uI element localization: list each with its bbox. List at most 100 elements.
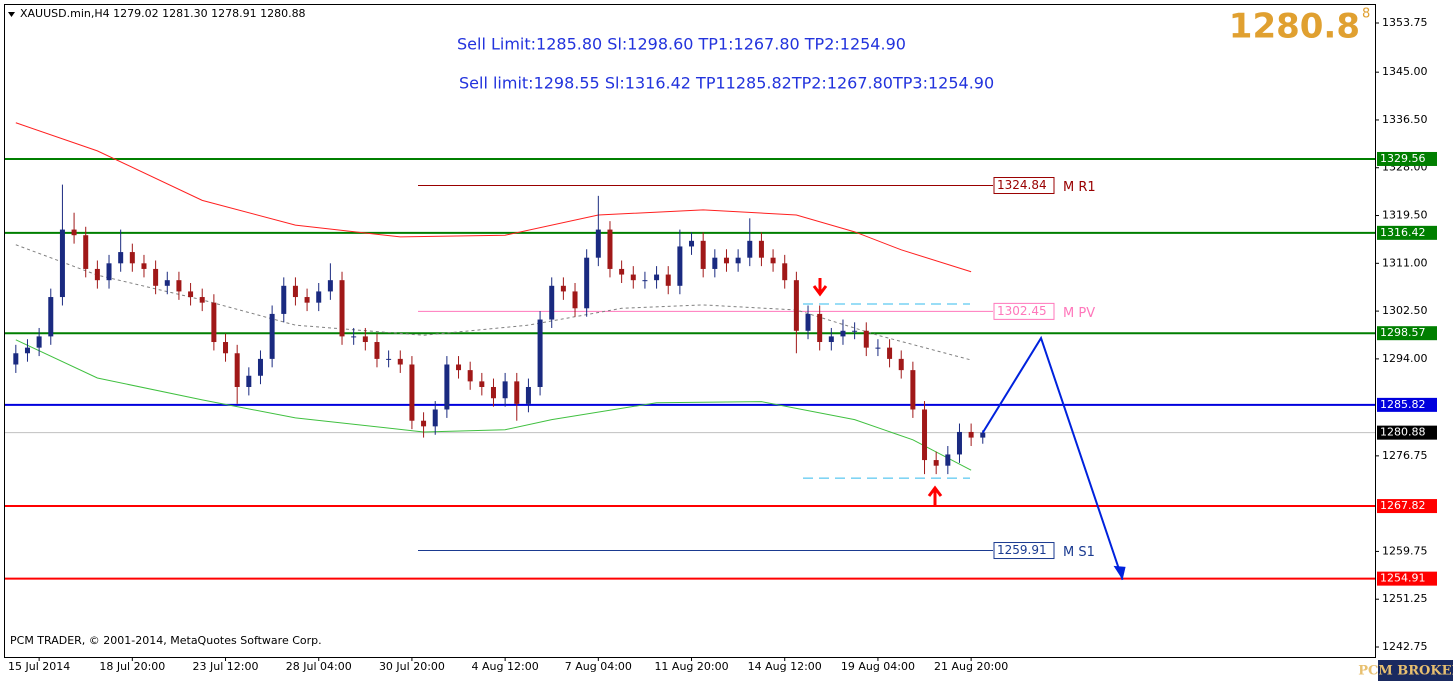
candle-body: [630, 274, 636, 281]
x-tick-label: 4 Aug 12:00: [472, 660, 539, 673]
level-label-bg: [1377, 225, 1437, 240]
level-label: 1285.82: [1380, 398, 1426, 411]
candle-body: [199, 297, 205, 303]
x-tick-label: 28 Jul 04:00: [286, 660, 352, 673]
candle-body: [456, 364, 462, 371]
x-tick-label: 11 Aug 20:00: [654, 660, 728, 673]
level-label: 1267.82: [1380, 499, 1426, 512]
level-label-bg: [1377, 571, 1437, 586]
candle-body: [770, 257, 776, 264]
level-label: 1298.57: [1380, 326, 1426, 339]
candle-body: [619, 268, 625, 275]
candle-body: [782, 263, 788, 281]
chart-title: XAUUSD.min,H4 1279.02 1281.30 1278.91 12…: [20, 7, 306, 20]
candle-body: [910, 370, 916, 410]
pivot-box: [993, 542, 1055, 560]
candle-body: [956, 431, 962, 455]
candle-body: [444, 364, 450, 410]
moving-average: [15, 339, 972, 471]
pivot-name: M R1: [1063, 180, 1096, 195]
candle-body: [211, 302, 217, 343]
candle-body: [48, 297, 54, 337]
menu-triangle: [8, 12, 15, 17]
big-price: 1280.8: [1229, 7, 1360, 47]
candle-body: [572, 291, 578, 309]
y-tick-label: 1345.00: [1382, 65, 1428, 78]
candle-body: [922, 409, 928, 461]
candle-body: [735, 257, 741, 264]
pivot-value: 1302.45: [997, 304, 1047, 318]
candle-body: [106, 263, 112, 281]
annotation: Sell limit:1298.55 Sl:1316.42 TP11285.82…: [459, 74, 994, 93]
candle-body: [502, 381, 508, 399]
candle-body: [863, 330, 869, 348]
candle-body: [223, 342, 229, 354]
candle-body: [677, 246, 683, 286]
plot-frame: [4, 4, 1376, 658]
candle-body: [642, 280, 648, 282]
copyright: PCM TRADER, © 2001-2014, MetaQuotes Soft…: [10, 634, 322, 647]
candle-body: [153, 268, 159, 286]
candle-body: [83, 235, 89, 269]
y-tick-label: 1319.50: [1382, 209, 1428, 222]
y-tick-label: 1353.75: [1382, 16, 1428, 29]
y-tick-label: 1251.25: [1382, 592, 1428, 605]
x-tick-label: 19 Aug 04:00: [841, 660, 915, 673]
candle-body: [71, 229, 77, 236]
candle-body: [689, 240, 695, 247]
candle-body: [700, 240, 706, 269]
candle-body: [607, 229, 613, 269]
candle-body: [968, 431, 974, 438]
candle-body: [176, 280, 182, 292]
y-tick-label: 1259.75: [1382, 544, 1428, 557]
moving-average: [15, 122, 972, 273]
candle-body: [665, 274, 671, 286]
candle-body: [793, 280, 799, 331]
candle-body: [362, 336, 368, 343]
candle-body: [234, 353, 240, 387]
candle-body: [560, 285, 566, 292]
candle-body: [246, 375, 252, 387]
level-label-bg: [1377, 499, 1437, 514]
candle-body: [432, 409, 438, 427]
candle-body: [327, 280, 333, 292]
candle-body: [141, 263, 147, 269]
candle-body: [94, 268, 100, 281]
candle-body: [164, 280, 170, 286]
candle-body: [514, 381, 520, 404]
candle-body: [292, 285, 298, 298]
candle-body: [397, 358, 403, 365]
candle-body: [13, 353, 19, 365]
y-tick-label: 1276.75: [1382, 449, 1428, 462]
down-arrow: [812, 278, 828, 297]
candle-body: [409, 364, 415, 421]
candle-body: [421, 420, 427, 427]
candle-body: [898, 358, 904, 371]
candle-body: [852, 330, 858, 332]
level-label-bg: [1377, 326, 1437, 341]
projection-line: [981, 335, 1124, 581]
pivot-name: M PV: [1063, 306, 1095, 321]
pivot-value: 1259.91: [997, 543, 1047, 557]
candle-body: [479, 381, 485, 387]
level-label-bg: [1377, 397, 1437, 412]
level-label: 1329.56: [1380, 152, 1426, 165]
candle-body: [339, 280, 345, 337]
logo: PCM BROKERS: [1358, 664, 1453, 679]
level-label: 1316.42: [1380, 226, 1426, 239]
candle-body: [712, 257, 718, 269]
candle-body: [59, 229, 65, 298]
x-tick-label: 18 Jul 20:00: [99, 660, 165, 673]
x-tick-label: 15 Jul 2014: [8, 660, 70, 673]
candle-body: [374, 342, 380, 359]
candle-body: [584, 257, 590, 309]
pivot-box: [993, 177, 1055, 195]
candle-body: [304, 297, 310, 303]
level-label-bg: [1377, 151, 1437, 166]
candle-body: [188, 291, 194, 298]
projection-arrowhead: [1113, 565, 1126, 580]
candle-body: [758, 240, 764, 258]
x-tick-label: 14 Aug 12:00: [748, 660, 822, 673]
candle-body: [24, 347, 30, 354]
